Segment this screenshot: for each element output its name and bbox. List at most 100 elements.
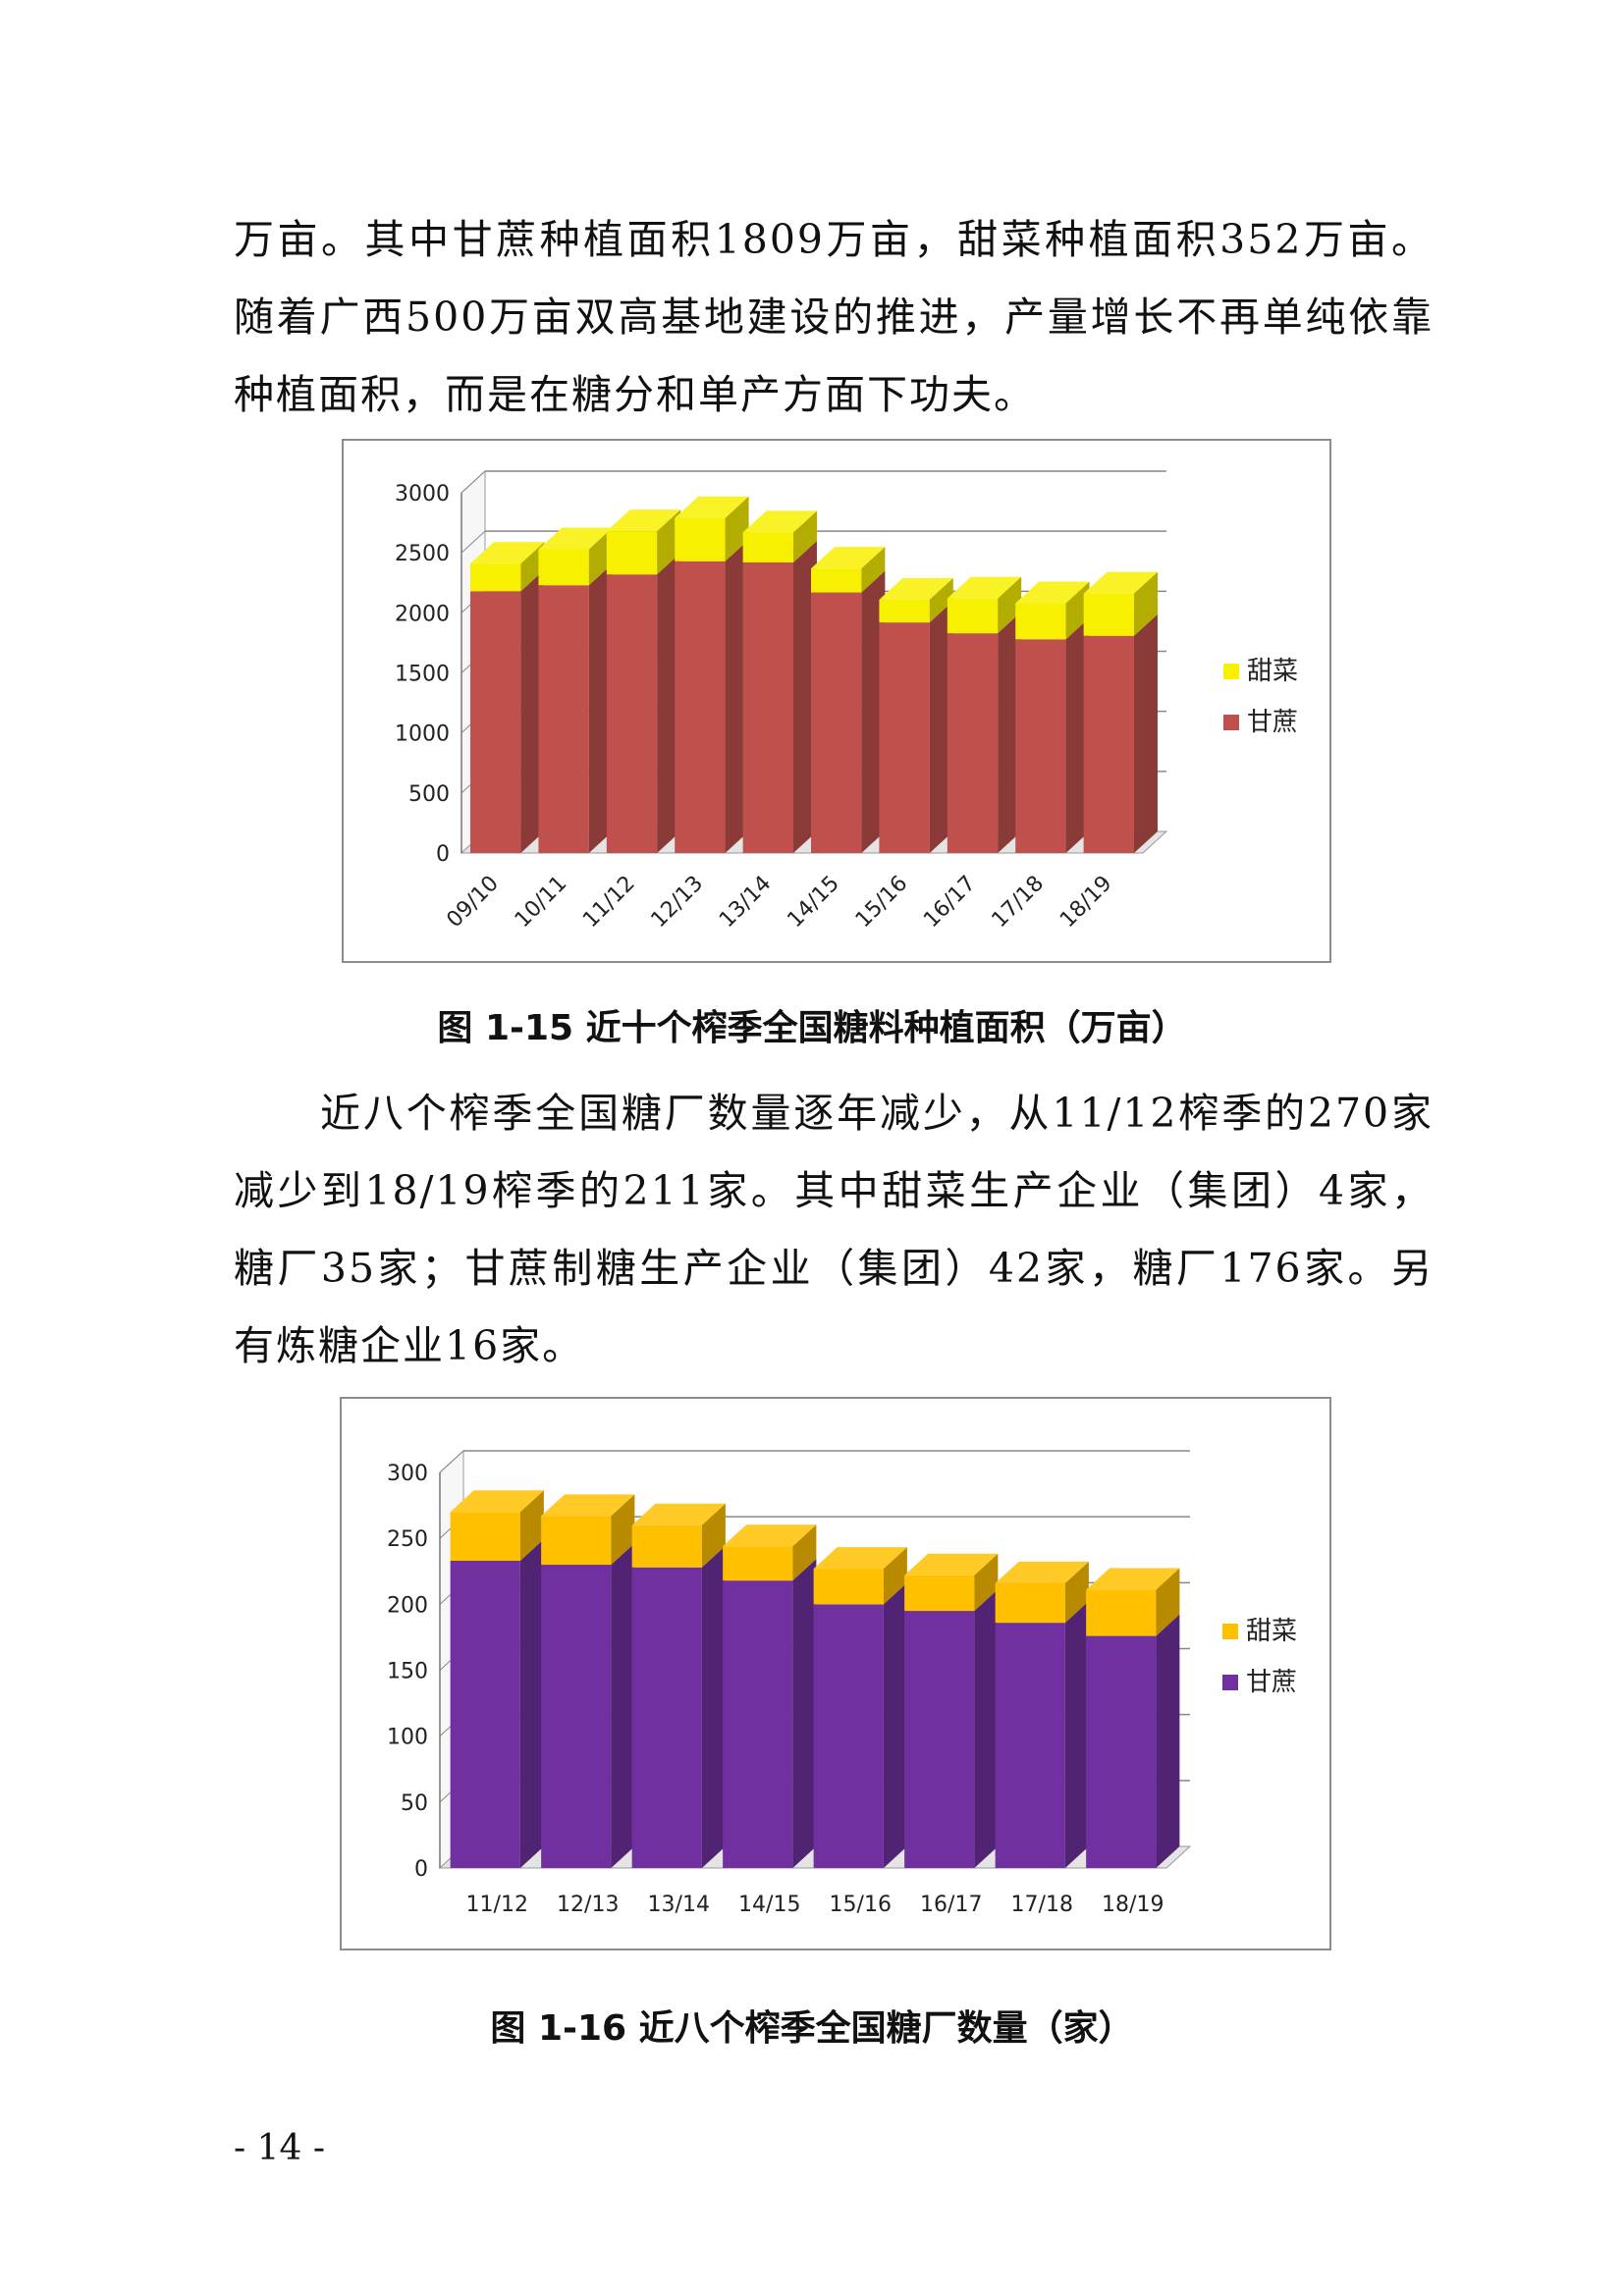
bar-side xyxy=(861,547,886,593)
bar-side xyxy=(611,1543,635,1868)
x-tick-label: 16/17 xyxy=(919,872,981,934)
x-tick-label: 13/14 xyxy=(648,1893,710,1917)
y-tick-label: 0 xyxy=(436,842,450,867)
bar-top xyxy=(811,547,886,569)
bar-side xyxy=(701,1503,726,1568)
gridline-side xyxy=(439,1450,464,1473)
bar-front xyxy=(879,622,930,853)
y-tick-label: 0 xyxy=(414,1857,428,1882)
bar-top xyxy=(723,1524,817,1547)
y-tick-label: 200 xyxy=(387,1593,428,1618)
y-tick-label: 250 xyxy=(387,1527,428,1552)
x-tick-label: 14/15 xyxy=(738,1893,800,1917)
y-tick-label: 1500 xyxy=(395,663,450,687)
bar-top xyxy=(541,1494,635,1517)
bar-top xyxy=(742,510,817,533)
bar-front-top xyxy=(1086,1589,1157,1636)
chart-planting-area: 0 500 1000 1500 2000 2500 3000 09/10 10/11 11/12 1… xyxy=(342,439,1331,963)
figure-caption-1-15: 图 1-15 近十个榨季全国糖料种植面积（万亩） xyxy=(437,1008,1187,1048)
y-tick-label: 50 xyxy=(401,1791,428,1816)
y-tick-label: 500 xyxy=(408,782,450,807)
bar-front-top xyxy=(723,1546,793,1581)
x-tick-label: 15/16 xyxy=(851,872,913,934)
bar-front-top xyxy=(947,598,999,634)
legend-label: 甜菜 xyxy=(1246,1617,1297,1646)
bar-front xyxy=(947,633,999,853)
bar-side xyxy=(519,1539,544,1868)
bar-front xyxy=(813,1604,884,1868)
x-tick-label: 12/13 xyxy=(557,1893,619,1917)
bar-front-top xyxy=(1015,603,1066,640)
bar-front-top xyxy=(631,1524,702,1568)
bar-side xyxy=(883,1547,907,1605)
x-tick-label: 15/16 xyxy=(830,1893,892,1917)
bar-front xyxy=(742,561,793,853)
legend-label: 甘蔗 xyxy=(1246,1668,1297,1697)
x-tick-label: 17/18 xyxy=(988,872,1050,934)
bar-front xyxy=(675,561,726,853)
y-tick-label: 2500 xyxy=(395,542,450,566)
bar-front-top xyxy=(675,517,726,561)
x-tick-label: 18/19 xyxy=(1056,872,1117,934)
bar-side xyxy=(929,601,953,853)
bar-side xyxy=(725,539,749,853)
x-tick-label: 13/14 xyxy=(715,872,777,934)
bar-front xyxy=(904,1611,975,1868)
y-tick-label: 1000 xyxy=(395,722,450,747)
bar-side xyxy=(1065,617,1090,853)
legend-swatch xyxy=(1223,664,1239,679)
x-tick-label: 11/12 xyxy=(578,872,640,934)
bar-side xyxy=(520,569,545,853)
bar-side xyxy=(657,553,681,853)
bar-side xyxy=(792,540,817,853)
x-tick-label: 12/13 xyxy=(647,872,709,934)
legend-label: 甘蔗 xyxy=(1247,708,1298,737)
bar-front xyxy=(450,1561,520,1868)
bar-side xyxy=(701,1545,726,1868)
bar-side xyxy=(1133,571,1158,636)
page-number: - 14 - xyxy=(234,2128,326,2168)
bar-side xyxy=(998,576,1022,634)
bar-front-top xyxy=(879,599,930,623)
bar-side xyxy=(792,1559,817,1868)
gridline-side xyxy=(460,530,486,554)
bar-side xyxy=(861,570,886,853)
bar-front xyxy=(1015,639,1066,853)
y-tick-label: 3000 xyxy=(395,482,450,507)
bar-side xyxy=(611,1494,635,1566)
bar-side xyxy=(1133,614,1158,853)
bar-front-top xyxy=(541,1516,612,1566)
paragraph-2: 近八个榨季全国糖厂数量逐年减少，从11/12榨季的270家减少到18/19榨季的… xyxy=(234,1090,1434,1369)
bar-side xyxy=(588,527,613,586)
bar-side xyxy=(974,1589,999,1868)
bar-front-top xyxy=(538,549,589,586)
bar-front-top xyxy=(811,568,862,593)
y-tick-label: 100 xyxy=(387,1726,428,1750)
x-tick-label: 18/19 xyxy=(1102,1893,1164,1917)
bar-front xyxy=(723,1580,793,1868)
bar-side xyxy=(929,577,953,623)
bar-front xyxy=(995,1623,1065,1868)
bar-side xyxy=(792,510,817,562)
chart-sugar-mills: 0 50 100 150 200 250 300 11/12 12/13 13/14 14/15 15… xyxy=(340,1397,1331,1950)
bar-front xyxy=(811,592,862,853)
legend-label: 甜菜 xyxy=(1247,657,1298,686)
bar-side xyxy=(1156,1614,1180,1868)
bar-top xyxy=(606,509,681,532)
bar-top xyxy=(904,1553,999,1575)
x-tick-label: 10/11 xyxy=(511,872,572,934)
bar-front-top xyxy=(470,563,521,592)
y-tick-label: 2000 xyxy=(395,602,450,626)
x-tick-label: 11/12 xyxy=(466,1893,528,1917)
chart-sugar-mills-svg: 0 50 100 150 200 250 300 11/12 12/13 13/14 14/15 15… xyxy=(387,1449,1297,1917)
bar-front-top xyxy=(904,1575,975,1612)
legend-swatch xyxy=(1223,715,1239,730)
paragraph-1: 万亩。其中甘蔗种植面积1809万亩，甜菜种植面积352万亩。随着广西500万亩双… xyxy=(234,216,1434,418)
bar-top xyxy=(538,527,613,550)
bar-front xyxy=(631,1567,702,1868)
bar-side xyxy=(883,1582,907,1868)
bar-top xyxy=(995,1561,1089,1583)
bar-front-top xyxy=(995,1582,1065,1624)
bar-front xyxy=(470,591,521,853)
